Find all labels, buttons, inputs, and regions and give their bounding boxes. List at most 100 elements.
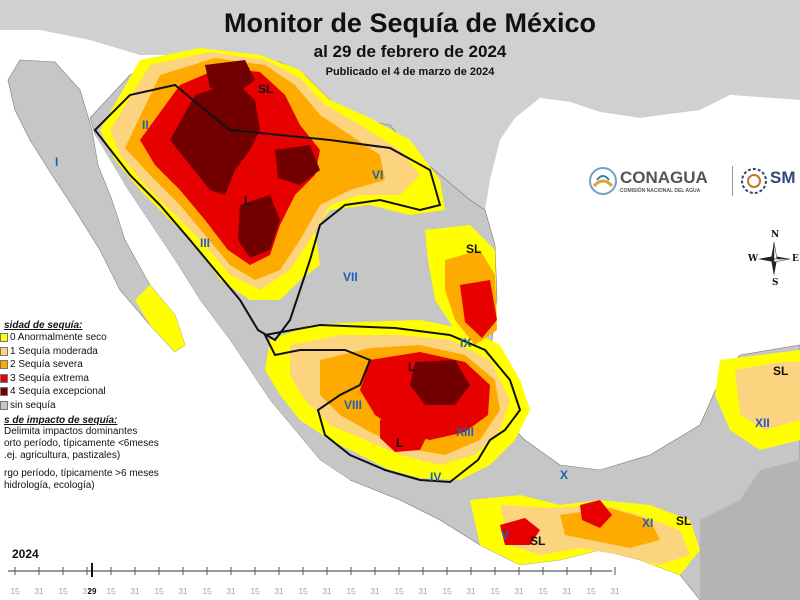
conagua-logo-icon xyxy=(589,167,617,195)
legend-label: 4 Sequía excepcional xyxy=(10,386,106,398)
legend-swatch xyxy=(0,360,8,370)
region-xii: XII xyxy=(755,416,770,430)
legend-item: 0 Anormalmente seco xyxy=(0,331,215,345)
legend-item: 4 Sequía excepcional xyxy=(0,385,215,399)
region-viii: VIII xyxy=(344,398,363,412)
timeline-tick-label: 15 xyxy=(347,587,356,596)
timeline-tick-label: 15 xyxy=(203,587,212,596)
legend-label: 0 Anormalmente seco xyxy=(10,332,107,344)
region-ix: IX xyxy=(460,336,472,350)
timeline-tick-label: 15 xyxy=(299,587,308,596)
legend-swatch xyxy=(0,387,8,397)
timeline-tick-label: 15 xyxy=(155,587,164,596)
timeline-tick-label: 31 xyxy=(611,587,620,596)
compass-rose-icon xyxy=(758,241,791,276)
legend-impact-heading: s de impacto de sequía: xyxy=(4,415,118,426)
timeline-tick-label: 31 xyxy=(563,587,572,596)
legend-item: sin sequía xyxy=(0,399,215,413)
impact-label-sl-tamaulipas: SL xyxy=(466,242,482,256)
d4-chihuahua-east xyxy=(275,145,320,185)
region-vii: VII xyxy=(343,270,358,284)
timeline-tick-label: 15 xyxy=(11,587,20,596)
legend-swatch xyxy=(0,400,8,410)
region-x: X xyxy=(560,468,569,482)
region-xi: XI xyxy=(642,516,654,530)
conagua-subtitle: COMISIÓN NACIONAL DEL AGUA xyxy=(620,188,701,194)
region-ii: II xyxy=(142,118,149,132)
map-title: Monitor de Sequía de México xyxy=(223,8,597,38)
timeline-tick-label: 15 xyxy=(539,587,548,596)
impact-label-l-lower: L xyxy=(408,360,416,374)
d3-oaxaca xyxy=(580,500,612,528)
conagua-logo-text: CONAGUA xyxy=(620,168,708,187)
timeline: 2024 15 31 15 31 15 31 15 31 15 31 15 31 15 31 15 31 15 3… xyxy=(0,545,800,600)
region-iii: III xyxy=(200,236,211,250)
legend-item: 3 Sequía extrema xyxy=(0,372,215,386)
d4-area-north xyxy=(170,82,260,195)
impact-label-sl-chiapas: SL xyxy=(676,514,692,528)
timeline-tick-label: 15 xyxy=(107,587,116,596)
legend-impact-line: orto período, típicamente <6meses xyxy=(4,438,159,449)
timeline-year: 2024 xyxy=(12,547,39,561)
logos: CONAGUA COMISIÓN NACIONAL DEL AGUA SM xyxy=(586,160,800,204)
timeline-tick-label: 15 xyxy=(443,587,452,596)
legend: sidad de sequía: 0 Anormalmente seco 1 Se… xyxy=(0,320,215,492)
timeline-tick-label: 31 xyxy=(323,587,332,596)
baja-tip-dry xyxy=(135,285,185,352)
timeline-tick-label: 31 xyxy=(419,587,428,596)
compass: N S W E xyxy=(748,228,800,290)
legend-swatch xyxy=(0,373,8,383)
impact-label-l-north: L xyxy=(244,194,252,208)
published-date: Publicado el 4 de marzo de 2024 xyxy=(325,66,495,78)
timeline-tick-label: 31 xyxy=(131,587,140,596)
compass-e: E xyxy=(792,254,799,264)
timeline-tick-label: 15 xyxy=(251,587,260,596)
legend-label: sin sequía xyxy=(10,399,56,411)
central-america-land xyxy=(700,460,800,600)
d4-sonora-north xyxy=(205,60,255,95)
legend-item: 1 Sequía moderada xyxy=(0,345,215,359)
logo-divider xyxy=(732,166,733,196)
timeline-tick-label: 15 xyxy=(491,587,500,596)
legend-label: 2 Sequía severa xyxy=(10,359,83,371)
timeline-tick-label: 31 xyxy=(371,587,380,596)
legend-swatch xyxy=(0,346,8,356)
compass-n: N xyxy=(771,230,780,240)
legend-label: 1 Sequía moderada xyxy=(10,345,98,357)
d1-yucatan xyxy=(735,362,800,430)
compass-s: S xyxy=(772,278,779,288)
impact-boundary-north xyxy=(93,83,442,342)
timeline-tick-label: 31 xyxy=(179,587,188,596)
legend-swatch xyxy=(0,333,8,343)
legend-item: 2 Sequía severa xyxy=(0,358,215,372)
impact-label-l-center: L xyxy=(396,436,404,450)
region-iv: IV xyxy=(430,470,442,484)
timeline-tick-label: 15 xyxy=(59,587,68,596)
timeline-tick-label: 31 xyxy=(515,587,524,596)
usa-land xyxy=(0,0,800,210)
timeline-tick-label: 31 xyxy=(467,587,476,596)
timeline-current-day: 29 xyxy=(88,587,97,596)
legend-label: 3 Sequía extrema xyxy=(10,372,89,384)
legend-impact-line: Delimita impactos dominantes xyxy=(4,426,138,437)
impact-label-sl-guerrero: SL xyxy=(530,534,546,548)
d3-guerrero xyxy=(500,518,540,545)
timeline-tick-label: 31 xyxy=(35,587,44,596)
legend-impact-line: hidrología, ecología) xyxy=(4,480,95,491)
d4-durango xyxy=(238,195,280,258)
impact-label-sl-yucatan: SL xyxy=(773,364,789,378)
legend-intensity-heading: sidad de sequía: xyxy=(4,320,83,331)
legend-impact-line: rgo período, típicamente >6 meses xyxy=(4,468,159,479)
smn-logo-text: SM xyxy=(770,168,796,187)
map-date: al 29 de febrero de 2024 xyxy=(313,42,507,61)
d4-center xyxy=(410,360,470,405)
timeline-tick-label: 31 xyxy=(227,587,236,596)
impact-boundary-center xyxy=(263,323,522,484)
timeline-tick-label: 15 xyxy=(587,587,596,596)
compass-w: W xyxy=(748,254,759,264)
region-i: I xyxy=(55,155,59,169)
d3-tamaulipas xyxy=(460,280,497,338)
smn-logo-icon xyxy=(741,168,767,194)
region-vi: VI xyxy=(372,168,384,182)
